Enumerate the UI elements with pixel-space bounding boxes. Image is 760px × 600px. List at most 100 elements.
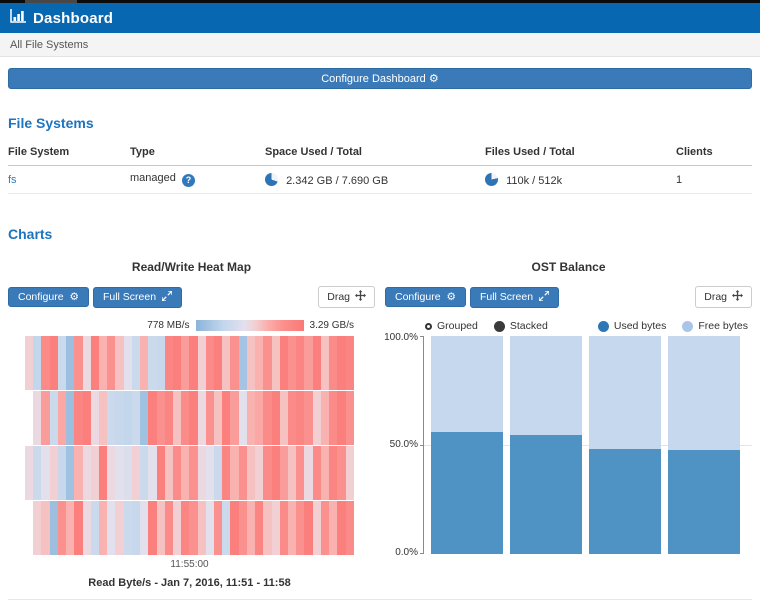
file-systems-heading: File Systems: [8, 115, 94, 131]
heatmap-cell: [197, 446, 206, 500]
stacked-label: Stacked: [509, 320, 548, 332]
heatmap-cell: [279, 501, 288, 555]
bar-chart-icon: [10, 8, 26, 28]
ost-bars: [431, 336, 740, 554]
radio-icon: [425, 322, 432, 330]
heatmap-cell: [172, 446, 182, 500]
configure-dashboard-button[interactable]: Configure Dashboard ⚙: [8, 68, 752, 89]
heatmap-cell: [82, 446, 91, 500]
heatmap-cell: [304, 501, 313, 555]
filesystem-link[interactable]: fs: [8, 173, 17, 186]
space-used-total: 2.342 GB / 7.690 GB: [286, 174, 389, 187]
heatmap-cell: [41, 391, 50, 445]
mode-grouped-radio[interactable]: Grouped: [425, 320, 478, 332]
heatmap-color-legend: 778 MB/s 3.29 GB/s: [25, 319, 354, 332]
heatmap-fullscreen-button[interactable]: Full Screen: [92, 286, 183, 308]
legend-used-bytes[interactable]: Used bytes: [597, 320, 666, 332]
heatmap-configure-button[interactable]: Configure ⚙: [8, 287, 89, 307]
ost-bar: [510, 336, 582, 554]
heatmap-cell: [74, 446, 83, 500]
heatmap-cell: [345, 391, 354, 445]
heatmap-cell: [345, 446, 354, 500]
heatmap-cell: [263, 391, 272, 445]
ost-configure-button[interactable]: Configure ⚙: [385, 287, 466, 307]
heatmap-cell: [205, 501, 215, 555]
col-type: Type: [130, 139, 265, 166]
heatmap-cell: [255, 391, 264, 445]
col-file-system: File System: [8, 139, 130, 166]
heatmap-cell: [164, 501, 173, 555]
heatmap-cell: [33, 446, 42, 500]
heatmap-cell: [205, 336, 215, 390]
heatmap-cell: [49, 391, 58, 445]
breadcrumb[interactable]: All File Systems: [10, 38, 89, 51]
gridline-50: [424, 445, 752, 446]
app-header: Dashboard: [0, 3, 760, 33]
heatmap-cell: [33, 501, 42, 555]
heatmap-cell: [131, 501, 141, 555]
heatmap-cell: [263, 336, 272, 390]
x-axis-tick: 11:55:00: [170, 559, 209, 570]
heatmap-cell: [271, 501, 280, 555]
heatmap-cell: [98, 336, 108, 390]
heatmap-cell: [271, 446, 280, 500]
filesystem-type: managed: [130, 172, 176, 184]
heatmap-cell: [25, 336, 34, 390]
heatmap-gradient: [195, 320, 304, 331]
heatmap-cell: [320, 501, 330, 555]
y-tick-100: 100.0%: [384, 332, 418, 343]
ost-fullscreen-button[interactable]: Full Screen: [469, 286, 560, 308]
heatmap-cell: [230, 501, 239, 555]
ost-plot-area: [420, 336, 752, 554]
heatmap-cell: [205, 446, 215, 500]
heatmap-cell: [312, 501, 321, 555]
heatmap-cell: [41, 446, 50, 500]
heatmap-cell: [329, 501, 338, 555]
fullscreen-label: Full Screen: [479, 291, 534, 303]
y-axis-labels: 100.0% 50.0% 0.0%: [384, 332, 423, 558]
heatmap-cell: [57, 336, 67, 390]
heatmap-cell: [90, 446, 99, 500]
heatmap-cell: [123, 391, 132, 445]
heatmap-drag-button[interactable]: Drag: [318, 286, 375, 308]
col-clients: Clients: [676, 139, 752, 166]
heatmap-cell: [156, 446, 165, 500]
y-tick-0: 0.0%: [395, 547, 418, 558]
heatmap-cell: [230, 336, 239, 390]
free-bytes-dot-icon: [682, 320, 694, 332]
heatmap-cell: [246, 501, 256, 555]
heatmap-cell: [123, 501, 132, 555]
heatmap-cell: [164, 391, 173, 445]
heatmap-cell: [148, 336, 157, 390]
mode-stacked-radio[interactable]: Stacked: [493, 320, 548, 332]
heatmap-cell: [90, 501, 99, 555]
heatmap-cell: [33, 391, 42, 445]
heatmap-cell: [197, 501, 206, 555]
legend-free-bytes[interactable]: Free bytes: [682, 320, 748, 332]
heatmap-cell: [296, 446, 305, 500]
heatmap-cell: [329, 446, 338, 500]
heatmap-cell: [255, 446, 264, 500]
heatmap-cell: [304, 336, 313, 390]
used-bytes-dot-icon: [597, 320, 609, 332]
heatmap-cell: [329, 391, 338, 445]
files-used-total: 110k / 512k: [506, 174, 563, 187]
move-icon: [732, 290, 743, 304]
ost-drag-button[interactable]: Drag: [695, 286, 752, 308]
heatmap-cell: [148, 446, 157, 500]
free-bytes-segment: [589, 336, 661, 450]
heatmap-cell: [320, 336, 330, 390]
heatmap-cell: [222, 336, 231, 390]
help-icon[interactable]: ?: [181, 174, 195, 187]
heatmap-cell: [255, 501, 264, 555]
free-bytes-label: Free bytes: [698, 320, 748, 332]
heatmap-cell: [172, 501, 182, 555]
axis-tick: [420, 445, 424, 446]
ost-bar: [431, 336, 503, 554]
heatmap-row: [25, 391, 354, 445]
fullscreen-label: Full Screen: [102, 291, 157, 303]
free-bytes-segment: [431, 336, 503, 432]
heatmap-cell: [172, 391, 182, 445]
heatmap-cell: [33, 336, 42, 390]
legend-max-label: 3.29 GB/s: [309, 320, 354, 331]
